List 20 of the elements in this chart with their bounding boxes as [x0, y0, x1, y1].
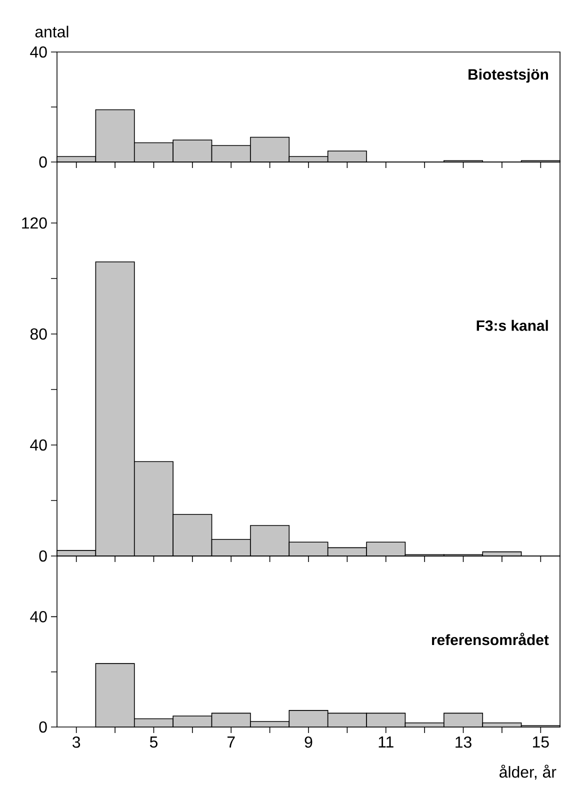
text: F3:s kanal: [476, 320, 548, 331]
text: referensområdet: [432, 632, 549, 646]
text: Biotestsjön: [468, 68, 548, 83]
y-tick-label: 0: [39, 550, 47, 562]
y-tick-label: 40: [30, 439, 47, 451]
x-tick-label: 11: [378, 736, 394, 748]
y-tick-label: 120: [22, 217, 47, 229]
x-tick-label: 9: [304, 736, 312, 748]
y-axis-title: antal: [35, 26, 68, 38]
x-tick-label: 3: [72, 736, 80, 748]
x-tick-label: 5: [150, 736, 158, 748]
y-tick-label: 80: [30, 328, 47, 340]
x-axis-title: ålder, år: [500, 764, 556, 780]
y-tick-label: 40: [30, 611, 47, 622]
y-tick-label: 0: [39, 156, 47, 168]
y-tick-label: 0: [39, 721, 47, 733]
x-tick-label: 7: [227, 736, 235, 748]
x-tick-label: 15: [533, 736, 549, 748]
y-tick-label: 40: [30, 46, 47, 58]
x-tick-label: 13: [456, 736, 472, 748]
